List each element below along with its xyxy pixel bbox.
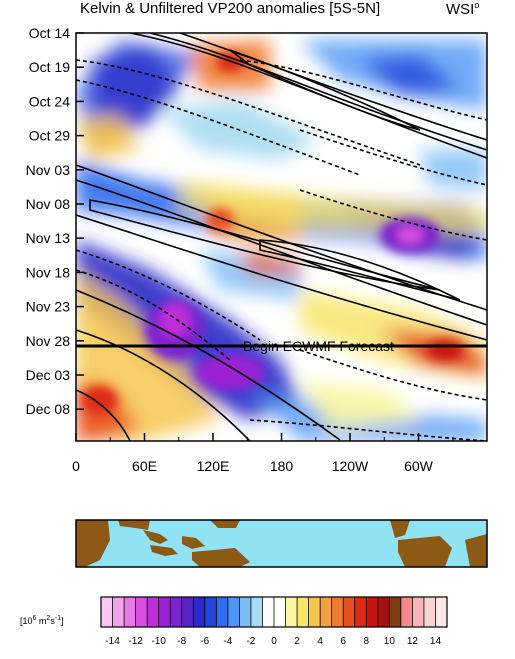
colorbar-swatch [147,597,159,627]
forecast-annotation: Begin ECWMF Forecast [243,338,394,354]
colorbar-swatch [320,597,332,627]
x-tick-label: 0 [72,458,80,474]
colorbar-swatch [308,597,321,627]
map-land [76,520,487,567]
colorbar-swatch [262,597,275,627]
colorbar-label: 0 [271,636,277,647]
x-tick-label: 180 [270,458,294,474]
y-tick-label: Dec 08 [26,401,71,417]
colorbar-label: 6 [340,636,346,647]
y-axis: Oct 14 Oct 19 Oct 24 Oct 29 Nov 03 Nov 08 Nov … [26,25,84,417]
y-tick-label: Oct 19 [29,59,70,75]
x-tick-label: 120E [197,458,230,474]
colorbar-label: -2 [246,636,255,647]
colorbar-swatch [250,597,263,627]
colorbar-swatch [124,597,136,627]
colorbar-swatch [181,597,194,627]
colorbar-unit: [106 m2s-1] [20,615,64,626]
anomaly-field [76,33,487,441]
colorbar-swatch [400,597,413,627]
colorbar-label: 2 [294,636,300,647]
colorbar-label: -14 [105,636,120,647]
colorbar-label: 10 [384,636,396,647]
colorbar-swatch [423,597,436,627]
y-tick-label: Nov 08 [26,196,71,212]
y-tick-label: Nov 28 [26,333,71,349]
x-axis: 0 60E 120E 180 120W 60W [72,433,454,474]
colorbar-swatch [285,597,298,627]
colorbar-swatch [389,597,402,627]
kelvin-contours [76,33,487,441]
colorbar-label: -4 [223,636,232,647]
colorbar: -14 -12 -10 -8 -6 -4 -2 0 2 4 6 8 10 12 14 [100,596,448,647]
colorbar-swatch [216,597,229,627]
colorbar-swatch [112,597,125,627]
y-tick-label: Oct 24 [29,93,70,109]
y-tick-label: Nov 03 [26,162,71,178]
colorbar-swatch [274,597,286,627]
colorbar-swatch [135,597,148,627]
y-tick-label: Nov 23 [26,299,71,315]
colorbar-label: -12 [128,636,143,647]
colorbar-swatch [158,597,171,627]
chart-title: Kelvin & Unfiltered VP200 anomalies [5S-… [80,0,381,17]
colorbar-swatch [204,597,217,627]
colorbar-swatch [343,597,356,627]
colorbar-label: -6 [200,636,209,647]
y-tick-label: Nov 18 [26,264,71,280]
world-map [75,519,488,568]
y-tick-label: Dec 03 [26,367,71,383]
colorbar-label: -8 [177,636,186,647]
colorbar-swatch [412,597,425,627]
colorbar-swatch [170,597,183,627]
colorbar-swatch [331,597,344,627]
x-tick-label: 60E [132,458,157,474]
y-tick-label: Nov 13 [26,230,71,246]
y-tick-label: Oct 29 [29,128,70,144]
x-tick-label: 120W [332,458,369,474]
y-tick-label: Oct 14 [29,25,70,41]
colorbar-frame [100,596,448,628]
colorbar-swatch [193,597,206,627]
colorbar-label: 8 [363,636,369,647]
map-frame [75,519,488,568]
colorbar-swatch [366,597,379,627]
colorbar-label: 4 [317,636,323,647]
colorbar-swatch [354,597,367,627]
colorbar-swatch [297,597,309,627]
colorbar-swatch [227,597,240,627]
kelvin-contours-negative [76,59,487,441]
colorbar-label: 14 [430,636,442,647]
colorbar-swatch [435,597,448,627]
colorbar-swatch [101,597,113,627]
colorbar-swatch [239,597,252,627]
colorbar-label: 12 [407,636,419,647]
brand-logo: WSIo [446,0,480,18]
colorbar-swatch [377,597,390,627]
colorbar-label: -10 [151,636,166,647]
x-tick-label: 60W [404,458,434,474]
